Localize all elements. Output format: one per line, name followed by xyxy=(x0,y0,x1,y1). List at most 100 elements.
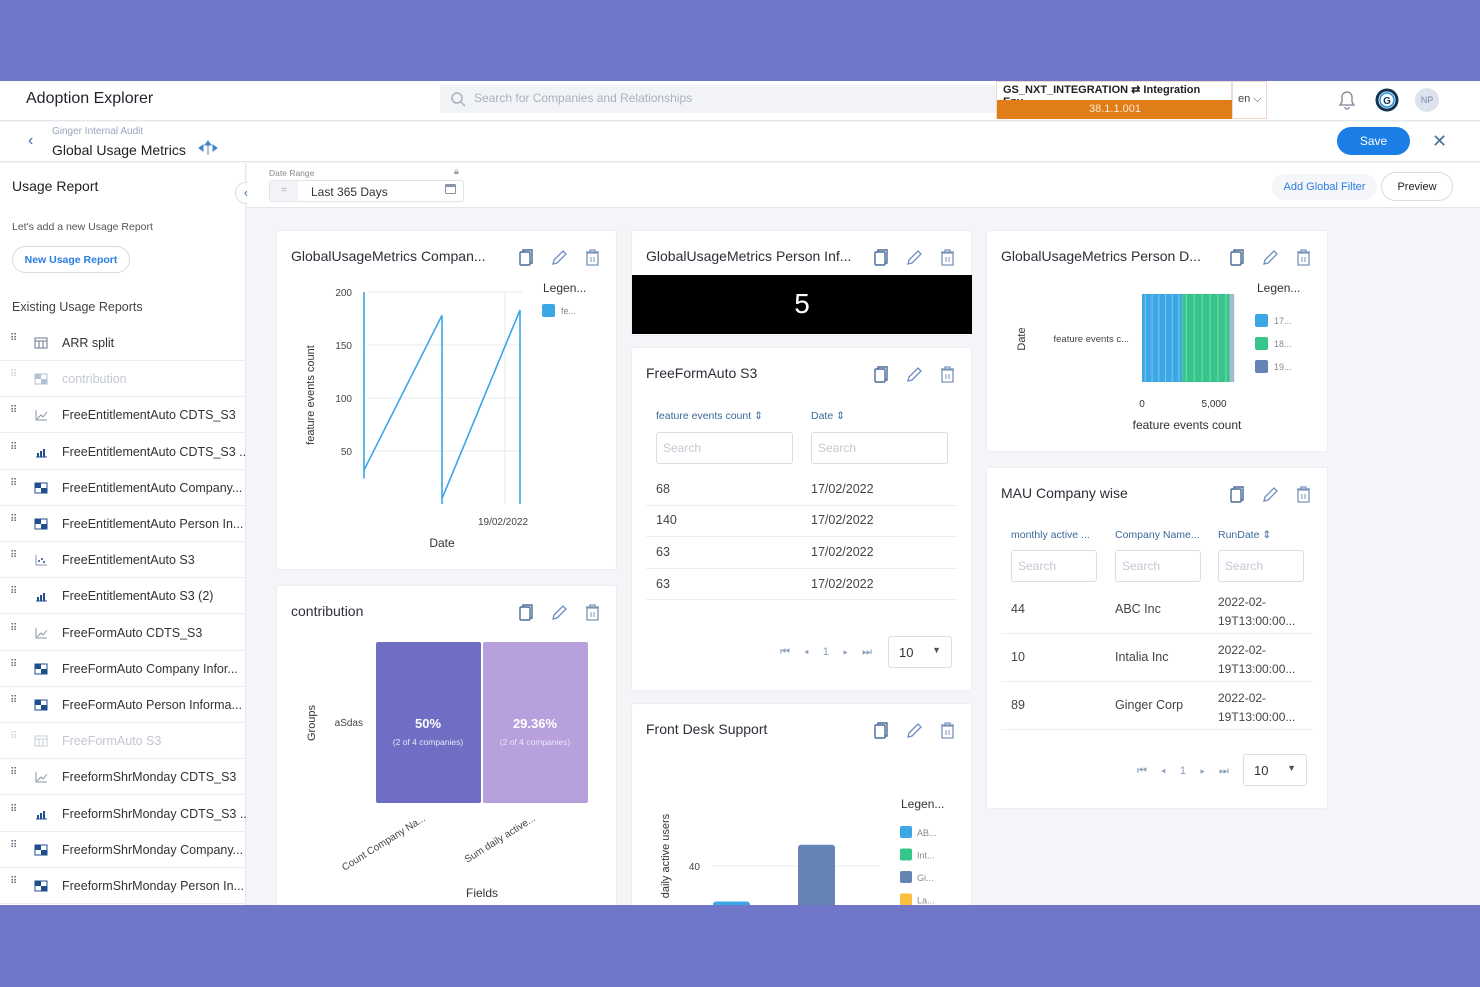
close-icon[interactable]: ✕ xyxy=(1432,131,1448,151)
pagination[interactable]: ⏮◂1▸⏭ xyxy=(780,646,886,658)
sidebar-report-item[interactable]: ⠿ FreeformShrMonday CDTS_S3 ... xyxy=(0,796,246,832)
edit-icon[interactable] xyxy=(905,248,924,267)
table-row[interactable]: 89 Ginger Corp 2022-02- 19T13:00:00... xyxy=(1001,682,1313,730)
calendar-icon[interactable] xyxy=(445,184,456,194)
date-range-filter[interactable]: = Last 365 Days xyxy=(269,180,464,202)
column-search-input[interactable]: Search xyxy=(1011,550,1097,582)
delete-icon[interactable] xyxy=(583,248,602,267)
edit-icon[interactable] xyxy=(1261,248,1280,267)
drag-handle-icon[interactable]: ⠿ xyxy=(10,477,19,489)
report-label: FreeFormAuto Company Infor... xyxy=(62,661,238,676)
user-avatar[interactable]: NP xyxy=(1415,88,1439,112)
drag-handle-icon[interactable]: ⠿ xyxy=(10,695,19,706)
drag-handle-icon[interactable]: ⠿ xyxy=(10,333,19,344)
delete-icon[interactable] xyxy=(1294,485,1313,504)
drag-handle-icon[interactable]: ⠿ xyxy=(10,731,19,743)
drag-handle-icon[interactable]: ⠿ xyxy=(10,839,19,851)
sidebar-report-item[interactable]: ⠿ FreeEntitlementAuto S3 xyxy=(0,542,246,579)
sidebar-report-item[interactable]: ⠿ FreeFormAuto Company Infor... xyxy=(0,651,246,687)
report-label: FreeEntitlementAuto Person In... xyxy=(62,517,244,531)
drag-handle-icon[interactable]: ⠿ xyxy=(10,405,19,417)
drag-handle-icon[interactable]: ⠿ xyxy=(10,586,19,598)
copy-icon[interactable] xyxy=(872,365,891,384)
sidebar-report-item[interactable]: ⠿ FreeEntitlementAuto S3 (2) xyxy=(0,578,246,615)
sidebar-report-item[interactable]: ⠿ FreeEntitlementAuto Company... xyxy=(0,470,246,506)
app-window: Adoption Explorer Search for Companies a… xyxy=(0,81,1480,905)
column-header[interactable]: feature events count ⇕ xyxy=(656,410,763,422)
cell-line: 19T13:00:00... xyxy=(1218,710,1296,724)
delete-icon[interactable] xyxy=(938,721,957,740)
column-header[interactable]: Date ⇕ xyxy=(811,410,845,422)
drag-handle-icon[interactable]: ⠿ xyxy=(10,622,19,634)
global-search-input[interactable]: Search for Companies and Relationships xyxy=(440,85,996,113)
drag-handle-icon[interactable]: ⠿ xyxy=(10,514,19,525)
page-size-select[interactable]: 10 ▼ xyxy=(1243,754,1307,786)
copy-icon[interactable] xyxy=(1228,248,1247,267)
drag-handle-icon[interactable]: ⠿ xyxy=(10,550,19,562)
table-cell: 63 xyxy=(656,576,670,591)
sidebar-report-item[interactable]: ⠿ FreeEntitlementAuto CDTS_S3 ... xyxy=(0,434,246,470)
sidebar-report-item[interactable]: ⠿ contribution xyxy=(0,361,246,398)
copy-icon[interactable] xyxy=(872,721,891,740)
drag-handle-icon[interactable]: ⠿ xyxy=(10,767,19,779)
heatmap-icon xyxy=(34,482,48,494)
sidebar-report-item[interactable]: ⠿ FreeformShrMonday CDTS_S3 xyxy=(0,759,246,796)
move-arrows-icon[interactable] xyxy=(198,140,218,156)
sidebar-report-item[interactable]: ⠿ FreeFormAuto S3 xyxy=(0,723,246,760)
table-row[interactable]: 63 17/02/2022 xyxy=(646,569,957,601)
language-select[interactable]: en ⌵ xyxy=(1232,81,1267,119)
bell-icon[interactable] xyxy=(1338,90,1356,110)
column-search-input[interactable]: Search xyxy=(1218,550,1304,582)
page-size-select[interactable]: 10 ▼ xyxy=(888,636,952,668)
edit-icon[interactable] xyxy=(1261,485,1280,504)
sidebar-report-item[interactable]: ⠿ FreeEntitlementAuto CDTS_S3 xyxy=(0,397,246,434)
copy-icon[interactable] xyxy=(872,248,891,267)
column-header[interactable]: monthly active ... xyxy=(1011,529,1090,541)
sidebar-report-item[interactable]: ⠿ FreeFormAuto CDTS_S3 xyxy=(0,615,246,651)
breadcrumb[interactable]: Ginger Internal Audit xyxy=(52,126,144,137)
delete-icon[interactable] xyxy=(938,248,957,267)
sidebar-report-item[interactable]: ⠿ FreeformShrMonday Company... xyxy=(0,832,246,868)
sidebar-report-item[interactable]: ⠿ FreeformShrMonday Person In... xyxy=(0,868,246,904)
table-row[interactable]: 140 17/02/2022 xyxy=(646,506,957,538)
edit-icon[interactable] xyxy=(550,603,569,622)
drag-handle-icon[interactable]: ⠿ xyxy=(10,658,19,670)
preview-button[interactable]: Preview xyxy=(1381,172,1453,201)
edit-icon[interactable] xyxy=(550,248,569,267)
report-label: FreeformShrMonday Company... xyxy=(62,842,244,857)
edit-icon[interactable] xyxy=(905,365,924,384)
pagination[interactable]: ⏮◂1▸⏭ xyxy=(1137,765,1243,777)
column-search-input[interactable]: Search xyxy=(811,432,948,464)
line-chart-icon xyxy=(35,772,48,783)
column-search-input[interactable]: Search xyxy=(656,432,793,464)
delete-icon[interactable] xyxy=(583,603,602,622)
back-chevron-icon[interactable]: ‹ xyxy=(28,132,34,149)
copy-icon[interactable] xyxy=(517,248,536,267)
new-usage-report-button[interactable]: New Usage Report xyxy=(12,246,130,273)
add-global-filter-button[interactable]: Add Global Filter xyxy=(1272,174,1377,200)
sidebar-report-item[interactable]: ⠿ ARR split xyxy=(0,325,246,361)
drag-handle-icon[interactable]: ⠿ xyxy=(10,803,19,815)
legend-swatch xyxy=(900,893,912,905)
delete-icon[interactable] xyxy=(938,365,957,384)
gainsight-logo-icon[interactable]: G xyxy=(1375,88,1399,112)
drag-handle-icon[interactable]: ⠿ xyxy=(10,876,19,887)
edit-icon[interactable] xyxy=(905,721,924,740)
sidebar-report-item[interactable]: ⠿ FreeFormAuto Person Informa... xyxy=(0,687,246,723)
delete-icon[interactable] xyxy=(1294,248,1313,267)
table-row[interactable]: 44 ABC Inc 2022-02- 19T13:00:00... xyxy=(1001,586,1313,634)
column-search-input[interactable]: Search xyxy=(1115,550,1201,582)
table-row[interactable]: 63 17/02/2022 xyxy=(646,537,957,569)
table-row[interactable]: 68 17/02/2022 xyxy=(646,474,957,506)
drag-handle-icon[interactable]: ⠿ xyxy=(10,441,19,453)
sidebar-report-item[interactable]: ⠿ FreeEntitlementAuto Person In... xyxy=(0,506,246,542)
column-header[interactable]: RunDate ⇕ xyxy=(1218,529,1272,541)
save-button[interactable]: Save xyxy=(1337,127,1410,155)
column-header[interactable]: Company Name... xyxy=(1115,529,1200,541)
copy-icon[interactable] xyxy=(1228,485,1247,504)
drag-handle-icon[interactable]: ⠿ xyxy=(10,369,19,381)
copy-icon[interactable] xyxy=(517,603,536,622)
date-range-value: Last 365 Days xyxy=(311,185,388,199)
svg-text:G: G xyxy=(1383,96,1391,107)
table-row[interactable]: 10 Intalia Inc 2022-02- 19T13:00:00... xyxy=(1001,634,1313,682)
